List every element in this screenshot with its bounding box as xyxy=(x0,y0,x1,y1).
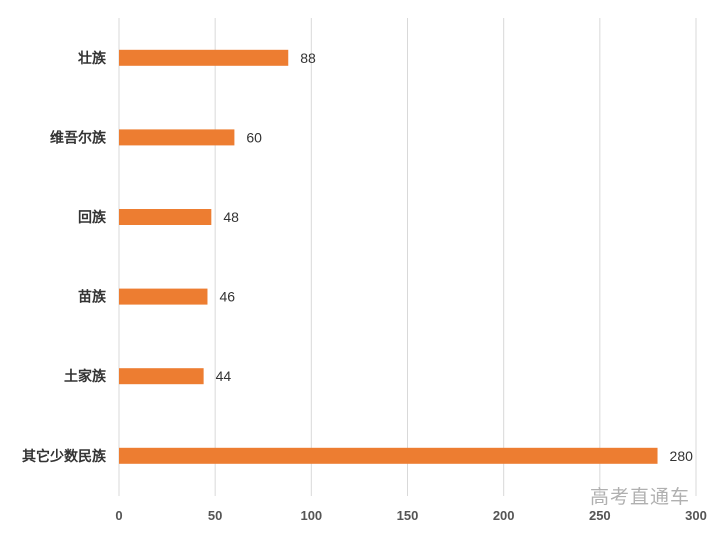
data-label: 88 xyxy=(300,50,316,66)
x-tick-label: 0 xyxy=(115,508,122,523)
data-label: 60 xyxy=(246,129,262,145)
bar xyxy=(119,447,658,464)
x-tick-label: 50 xyxy=(208,508,222,523)
bar xyxy=(119,129,235,146)
category-label: 其它少数民族 xyxy=(22,448,107,464)
category-label: 回族 xyxy=(78,209,107,225)
data-labels: 88 60 48 46 44 280 xyxy=(216,50,693,464)
x-tick-label: 150 xyxy=(397,508,419,523)
bars xyxy=(119,49,658,464)
category-label: 苗族 xyxy=(78,289,107,305)
watermark-text: 高考直通车 xyxy=(589,486,690,508)
bar xyxy=(119,209,212,225)
bar xyxy=(119,368,204,385)
bar xyxy=(119,49,289,66)
x-tick-label: 100 xyxy=(300,508,322,523)
data-label: 280 xyxy=(670,448,694,464)
grid-lines xyxy=(118,18,697,496)
x-tick-labels: 0 50 100 150 200 250 300 xyxy=(115,508,706,523)
x-tick-label: 250 xyxy=(589,508,611,523)
category-label: 壮族 xyxy=(78,50,107,66)
category-label: 土家族 xyxy=(64,368,107,384)
x-tick-label: 200 xyxy=(493,508,515,523)
data-label: 46 xyxy=(219,289,235,305)
x-tick-label: 300 xyxy=(685,508,707,523)
data-label: 48 xyxy=(223,209,239,225)
category-label: 维吾尔族 xyxy=(50,129,107,145)
bar xyxy=(119,288,208,305)
data-label: 44 xyxy=(216,368,232,384)
